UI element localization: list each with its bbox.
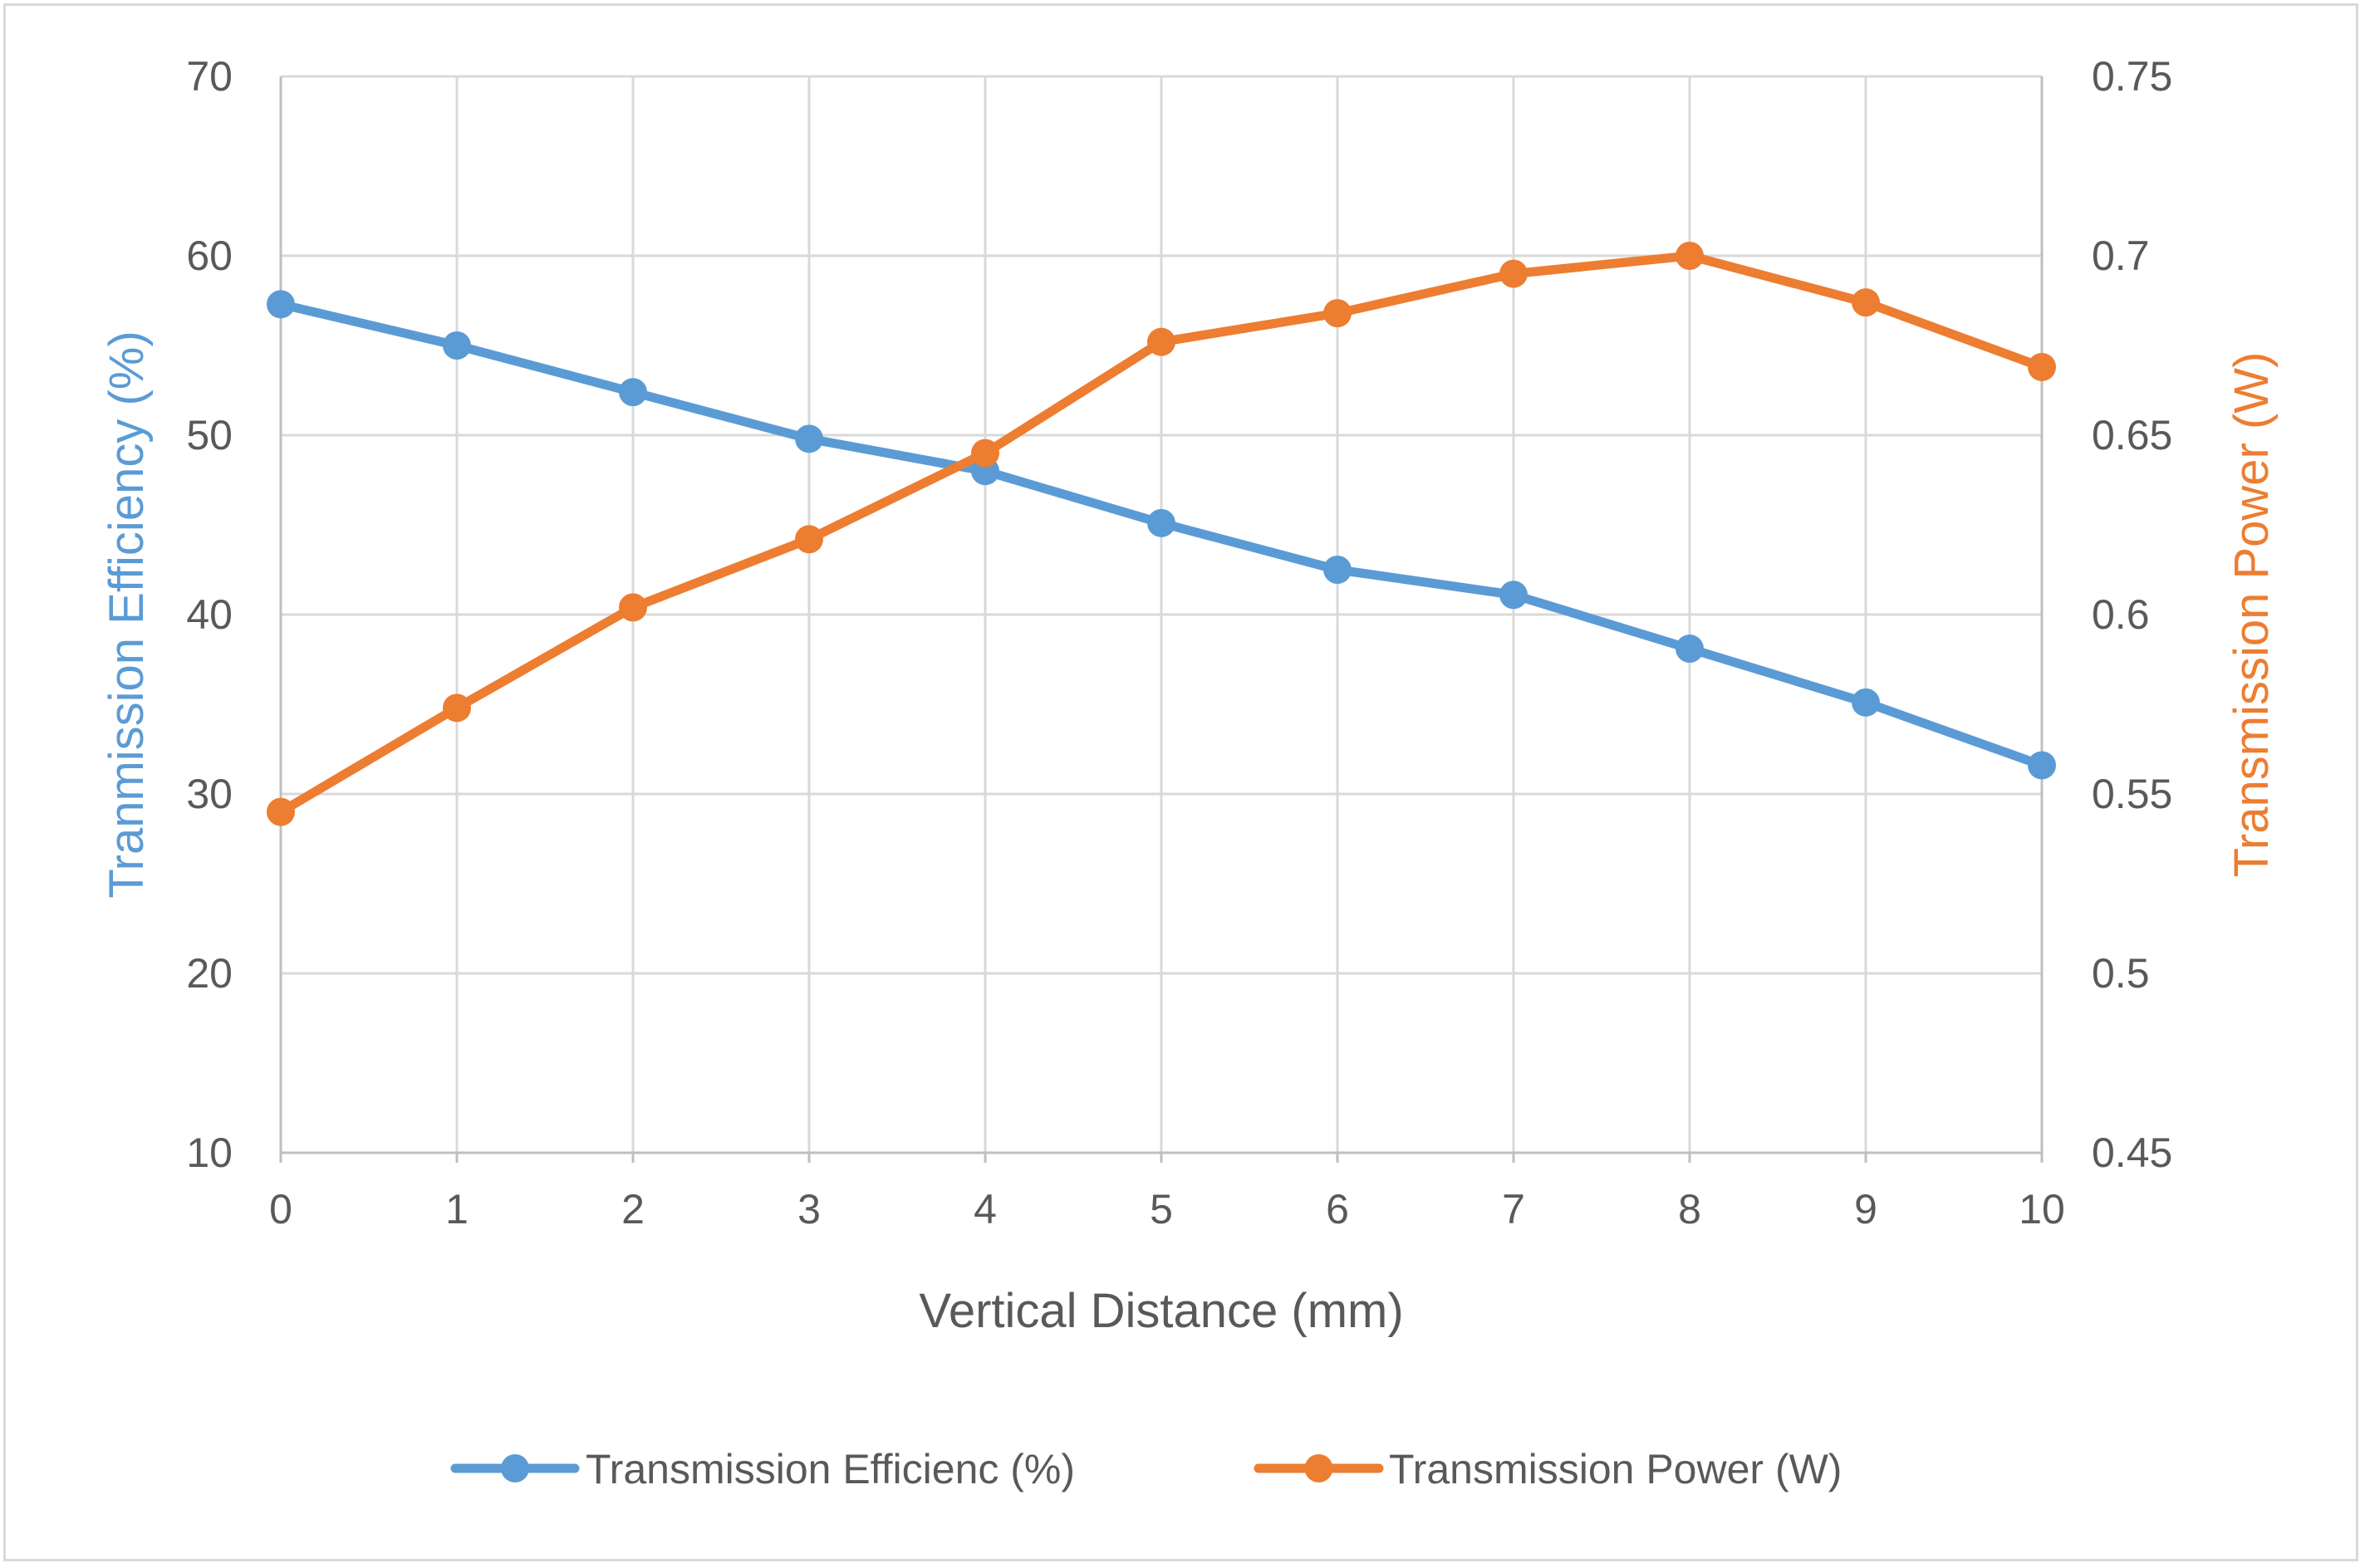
series-1-point [267, 290, 295, 319]
y-left-tick-label: 60 [186, 233, 233, 279]
series-2-point [1323, 299, 1352, 328]
axes [279, 76, 2044, 1163]
y-right-tick-label: 0.65 [2092, 412, 2172, 458]
grid [279, 75, 2044, 1154]
x-tick-label: 0 [269, 1186, 292, 1232]
x-tick-label: 8 [1678, 1186, 1701, 1232]
x-tick-label: 4 [974, 1186, 997, 1232]
y-left-tick-label: 70 [186, 53, 233, 100]
legend-label-2: Transmission Power (W) [1389, 1446, 1842, 1492]
x-tick-label: 1 [445, 1186, 469, 1232]
series-1-point [795, 424, 823, 453]
legend: Transmission Efficienc (%) Transmission P… [450, 1446, 1842, 1492]
series-1-point [1323, 556, 1352, 584]
y-right-tick-label: 0.7 [2092, 233, 2150, 279]
series-1-point [1147, 508, 1175, 537]
series-2-point [2028, 352, 2056, 381]
x-tick-label: 5 [1150, 1186, 1173, 1232]
series-2-point [1676, 242, 1704, 270]
y-left-tick-label: 40 [186, 591, 233, 638]
y-right-axis-title: Transmission Power (W) [2225, 352, 2279, 878]
legend-marker-1 [501, 1454, 529, 1482]
y-right-tick-label: 0.45 [2092, 1129, 2172, 1176]
chart-frame [3, 3, 2358, 1561]
x-tick-label: 10 [2019, 1186, 2065, 1232]
series-2-point [971, 439, 999, 468]
y-right-tick-label: 0.6 [2092, 591, 2150, 638]
x-tick-label: 9 [1854, 1186, 1877, 1232]
y-left-tick-label: 20 [186, 950, 233, 997]
legend-marker-2 [1304, 1454, 1333, 1482]
series-2-point [619, 593, 647, 622]
series-1-point [619, 378, 647, 407]
series-1-point [1499, 581, 1528, 610]
y-left-tick-label: 50 [186, 412, 233, 458]
series-2-point [443, 693, 471, 723]
x-tick-label: 7 [1502, 1186, 1525, 1232]
y-left-tick-label: 10 [186, 1129, 233, 1176]
series-1-point [1676, 635, 1704, 664]
y-right-tick-label: 0.5 [2092, 950, 2150, 997]
x-axis-title: Vertical Distance (mm) [919, 1284, 1403, 1338]
series-2-point [1852, 288, 1880, 317]
series-2-point [1147, 327, 1175, 356]
legend-label-1: Transmission Efficienc (%) [586, 1446, 1075, 1492]
labels: 10 20 30 40 50 60 70 0.45 0.5 0.55 0.6 0.65 0.7 0.75 0… [100, 53, 2279, 1338]
x-tick-label: 3 [797, 1186, 821, 1232]
y-right-tick-label: 0.55 [2092, 771, 2172, 817]
series-1-point [1852, 688, 1880, 717]
y-right-tick-label: 0.75 [2092, 53, 2172, 100]
series-2-point [267, 797, 295, 826]
x-tick-label: 2 [621, 1186, 645, 1232]
series-2-point [1499, 259, 1528, 288]
series-1-point [443, 331, 471, 360]
x-tick-label: 6 [1326, 1186, 1349, 1232]
series-2-point [795, 525, 823, 554]
series [267, 242, 2056, 826]
series-1-point [2028, 751, 2056, 780]
y-left-tick-label: 30 [186, 771, 233, 817]
y-left-axis-title: Tranmission Efficiency (%) [100, 331, 154, 898]
